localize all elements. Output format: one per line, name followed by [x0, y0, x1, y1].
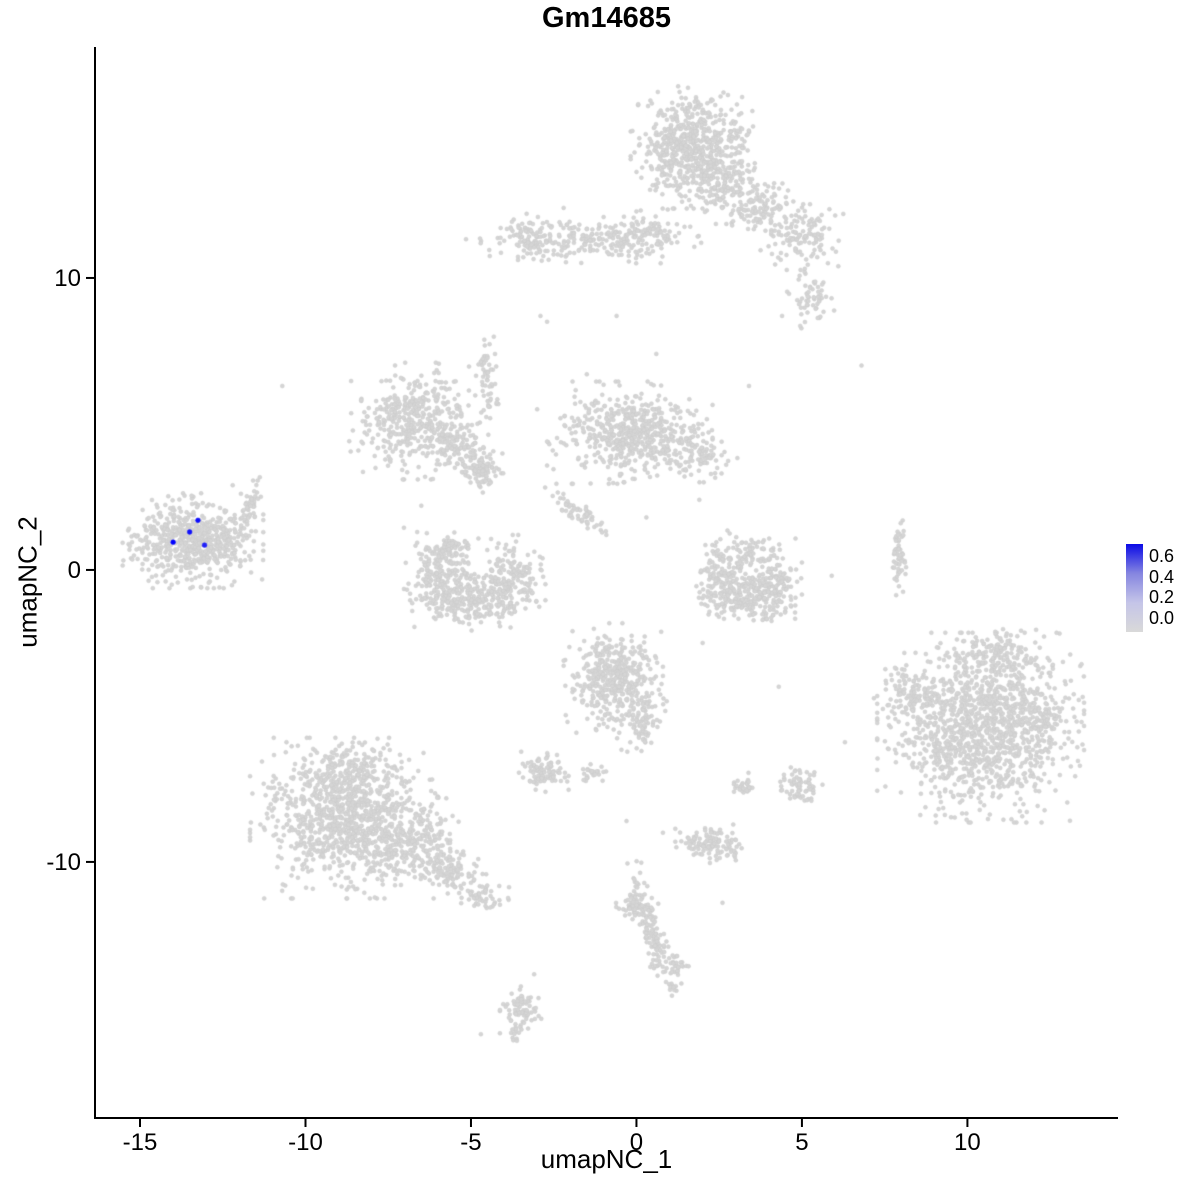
legend-tick-label-3: 0.0	[1149, 607, 1175, 628]
y-axis-label: umapNC_2	[12, 516, 43, 648]
legend-tick-label-0: 0.6	[1149, 546, 1175, 566]
plot-title: Gm14685	[542, 2, 671, 34]
legend-gradient-bar	[1126, 544, 1143, 632]
x-axis-label: umapNC_1	[540, 1144, 673, 1174]
legend-tick-label-2: 0.2	[1149, 587, 1175, 607]
legend-tick-label-1: 0.4	[1149, 566, 1175, 587]
color-legend: 0.6 0.4 0.2 0.0	[1126, 544, 1196, 640]
